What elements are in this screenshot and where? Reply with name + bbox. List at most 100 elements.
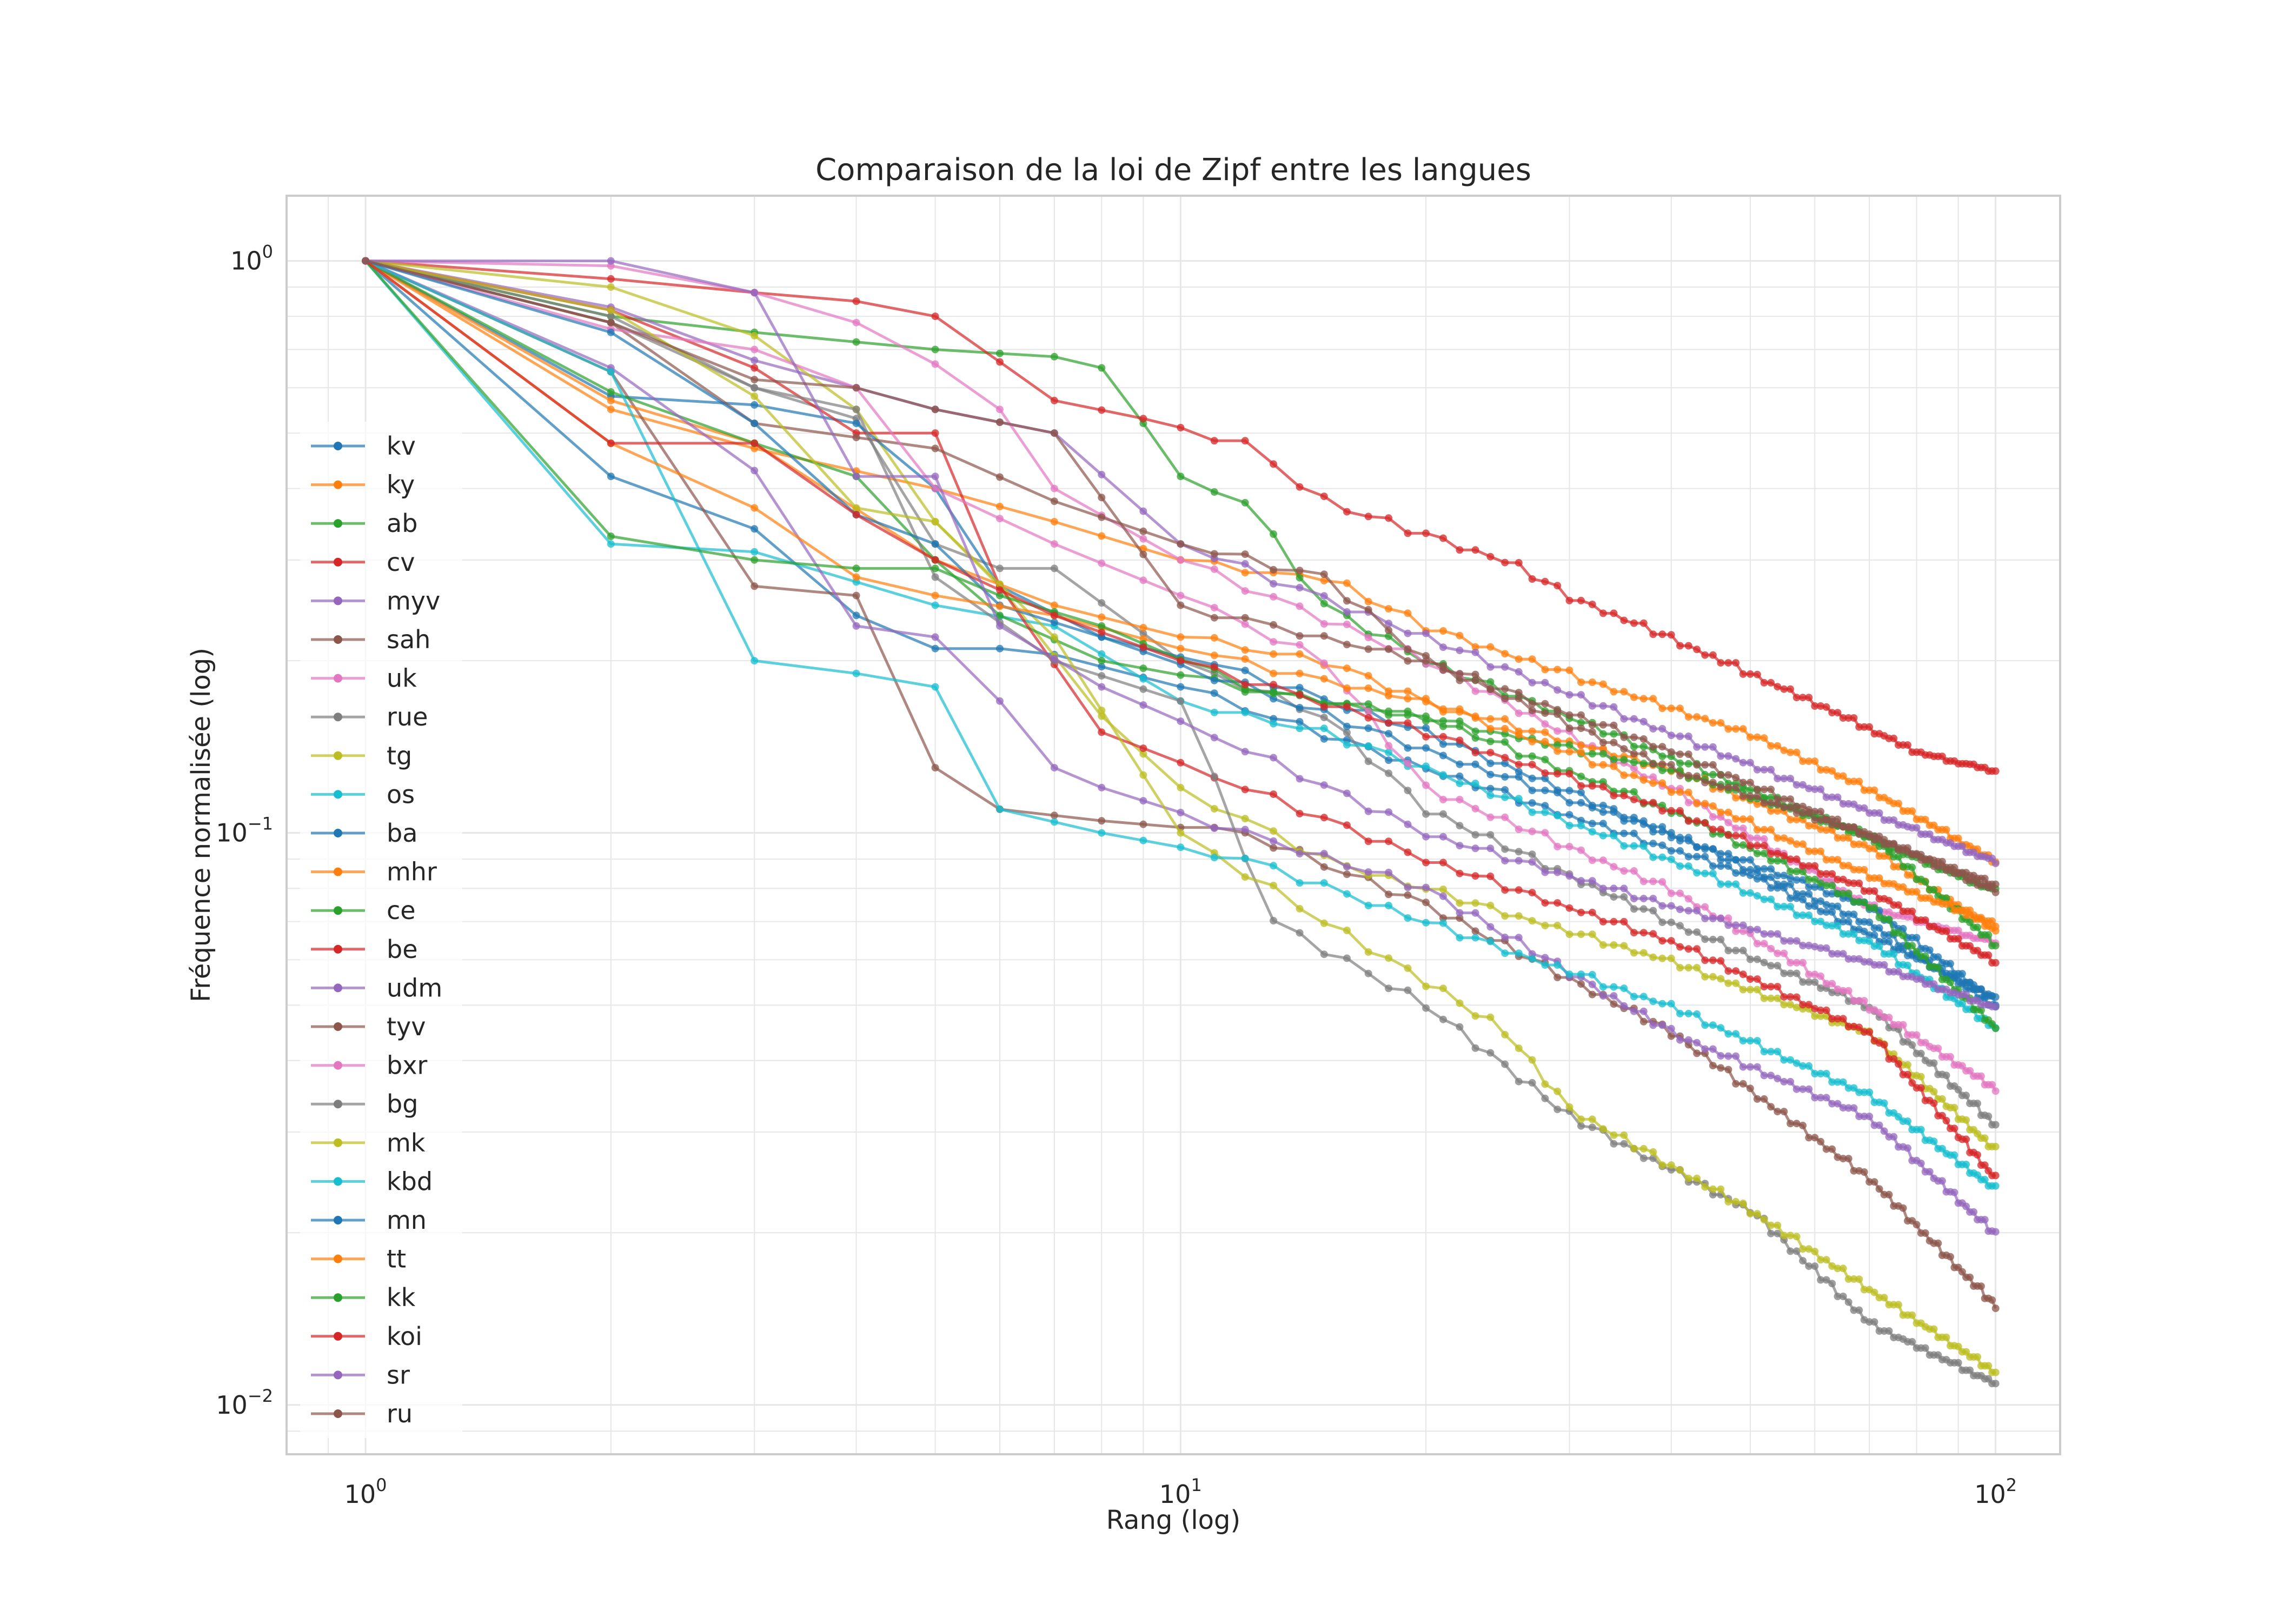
data-point bbox=[1732, 979, 1740, 987]
data-point bbox=[996, 591, 1004, 600]
data-point bbox=[1270, 460, 1278, 468]
data-point bbox=[1839, 875, 1847, 883]
data-point bbox=[1320, 577, 1328, 585]
data-point bbox=[1210, 634, 1218, 642]
data-point bbox=[1210, 604, 1218, 612]
data-point bbox=[1774, 1048, 1782, 1056]
data-point bbox=[1599, 702, 1607, 710]
data-point bbox=[1364, 700, 1372, 708]
data-point bbox=[1787, 816, 1795, 824]
data-point bbox=[1528, 917, 1536, 925]
data-point bbox=[1811, 943, 1819, 951]
data-point bbox=[1456, 772, 1464, 780]
data-point bbox=[1860, 997, 1868, 1005]
data-point bbox=[1693, 945, 1701, 953]
data-point bbox=[1732, 841, 1740, 849]
data-point bbox=[1875, 1185, 1883, 1193]
data-point bbox=[1799, 959, 1807, 967]
data-point bbox=[1834, 902, 1842, 910]
data-point bbox=[1799, 694, 1807, 702]
data-point bbox=[1684, 945, 1692, 953]
data-point bbox=[1991, 880, 2000, 888]
data-point bbox=[1320, 570, 1328, 578]
data-point bbox=[1658, 779, 1666, 787]
y-tick-label: 10−2 bbox=[216, 1386, 273, 1420]
data-point bbox=[1828, 821, 1836, 829]
data-point bbox=[1684, 895, 1692, 903]
data-point bbox=[1787, 1232, 1795, 1240]
data-point bbox=[1343, 621, 1351, 628]
data-point bbox=[1667, 1000, 1675, 1008]
data-point bbox=[1565, 770, 1573, 778]
data-point bbox=[1746, 786, 1754, 794]
data-point bbox=[1947, 979, 1954, 987]
data-point bbox=[931, 591, 939, 600]
data-point bbox=[1599, 856, 1607, 864]
data-point bbox=[607, 396, 615, 404]
data-point bbox=[1913, 1031, 1921, 1039]
data-point bbox=[362, 257, 370, 265]
data-point bbox=[1739, 921, 1747, 929]
data-point bbox=[1822, 890, 1830, 898]
data-point bbox=[1296, 602, 1304, 610]
data-point bbox=[1364, 645, 1372, 653]
data-point bbox=[1984, 931, 1993, 939]
data-point bbox=[1050, 633, 1058, 641]
data-point bbox=[1934, 963, 1942, 971]
legend-entry: tg bbox=[311, 741, 412, 770]
data-point bbox=[1850, 1167, 1858, 1175]
data-point bbox=[1787, 1056, 1795, 1064]
data-point bbox=[1456, 760, 1464, 768]
data-point bbox=[1439, 1015, 1447, 1023]
data-point bbox=[1676, 1009, 1684, 1017]
legend-entry: koi bbox=[311, 1322, 422, 1351]
data-point bbox=[1528, 700, 1536, 708]
data-point bbox=[1870, 1318, 1878, 1326]
data-point bbox=[1541, 802, 1549, 810]
data-point bbox=[1717, 808, 1725, 816]
data-point bbox=[1098, 657, 1106, 665]
data-point bbox=[1844, 1275, 1852, 1283]
data-point bbox=[1805, 890, 1813, 898]
data-point bbox=[1139, 527, 1147, 535]
data-point bbox=[1471, 687, 1479, 695]
data-point bbox=[1588, 744, 1596, 753]
data-point bbox=[1676, 837, 1684, 844]
data-point bbox=[1588, 828, 1596, 836]
data-point bbox=[1098, 470, 1106, 478]
data-point bbox=[1811, 1262, 1819, 1270]
data-point bbox=[1799, 809, 1807, 817]
data-point bbox=[1667, 631, 1675, 639]
data-point bbox=[751, 364, 759, 372]
data-point bbox=[1724, 659, 1732, 667]
data-point bbox=[1844, 1298, 1852, 1306]
data-point bbox=[1620, 1140, 1628, 1148]
data-point bbox=[1942, 1071, 1950, 1080]
data-point bbox=[1486, 737, 1495, 746]
data-point bbox=[1098, 672, 1106, 680]
data-point bbox=[1343, 608, 1351, 616]
data-point bbox=[1799, 781, 1807, 789]
data-point bbox=[1753, 926, 1761, 934]
data-point bbox=[1649, 907, 1657, 915]
data-point bbox=[1844, 955, 1852, 963]
data-point bbox=[1241, 786, 1249, 794]
data-point bbox=[1385, 954, 1393, 962]
data-point bbox=[1774, 775, 1782, 783]
data-point bbox=[1684, 1174, 1692, 1182]
data-point bbox=[1098, 622, 1106, 630]
data-point bbox=[1701, 819, 1709, 827]
data-point bbox=[1610, 941, 1618, 949]
data-point bbox=[1787, 874, 1795, 882]
data-point bbox=[1828, 988, 1836, 996]
data-point bbox=[1177, 697, 1185, 705]
data-point bbox=[1684, 733, 1692, 740]
data-point bbox=[1553, 1106, 1562, 1114]
data-point bbox=[852, 564, 860, 573]
data-point bbox=[1320, 919, 1328, 927]
data-point bbox=[1799, 911, 1807, 919]
data-point bbox=[1844, 1084, 1852, 1092]
data-point bbox=[1599, 941, 1607, 949]
data-point bbox=[1610, 756, 1618, 764]
legend-entry: rue bbox=[311, 702, 428, 731]
